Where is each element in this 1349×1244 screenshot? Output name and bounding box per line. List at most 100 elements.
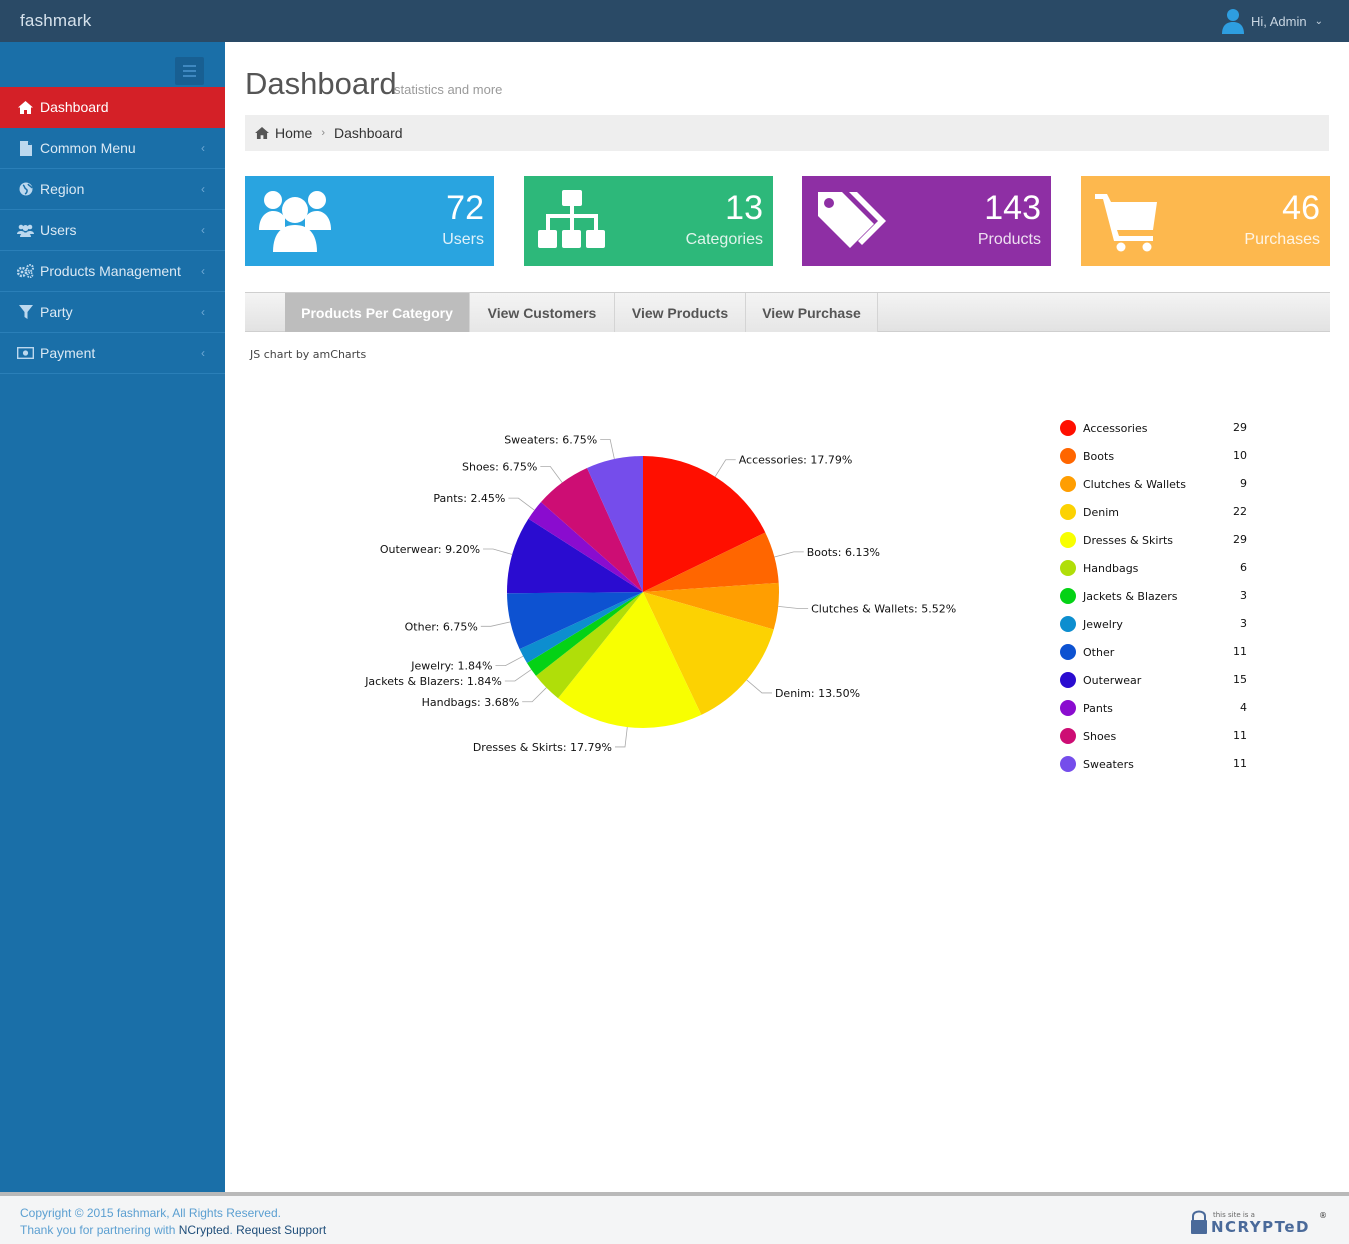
stat-tile-users[interactable]: 72 Users [245, 176, 494, 266]
badge-wordmark: NCRYPTeD [1211, 1218, 1310, 1236]
pie-slice[interactable] [643, 582, 779, 630]
legend-item[interactable]: Accessories 29 [1060, 414, 1260, 442]
pie-slice[interactable] [558, 592, 702, 728]
request-support-link[interactable]: Request Support [236, 1223, 327, 1237]
pie-slice[interactable] [541, 468, 643, 592]
pie-slice[interactable] [643, 592, 774, 715]
legend-item[interactable]: Other 11 [1060, 638, 1260, 666]
legend-marker [1060, 616, 1076, 632]
globe-icon [17, 182, 34, 197]
slice-label: Sweaters: 6.75% [504, 433, 597, 446]
legend-item[interactable]: Dresses & Skirts 29 [1060, 526, 1260, 554]
legend-item[interactable]: Handbags 6 [1060, 554, 1260, 582]
slice-label: Shoes: 6.75% [462, 461, 537, 474]
legend-item[interactable]: Pants 4 [1060, 694, 1260, 722]
pie-slice[interactable] [587, 456, 643, 592]
legend-item[interactable]: Outerwear 15 [1060, 666, 1260, 694]
pie-slice[interactable] [528, 502, 643, 592]
page-subtitle: statistics and more [394, 82, 503, 97]
chevron-left-icon: ‹ [201, 223, 205, 237]
legend-item[interactable]: Sweaters 11 [1060, 750, 1260, 778]
legend-label: Shoes [1083, 729, 1117, 743]
ncrypted-badge[interactable]: this site is a NCRYPTeD ® [1190, 1208, 1330, 1236]
legend-item[interactable]: Shoes 11 [1060, 722, 1260, 750]
sidebar-item-products-management[interactable]: Products Management ‹ [0, 251, 225, 292]
slice-leader-line [600, 439, 615, 460]
sidebar-item-party[interactable]: Party ‹ [0, 292, 225, 333]
stat-tile-purchases[interactable]: 46 Purchases [1081, 176, 1330, 266]
sidebar-item-dashboard[interactable]: Dashboard [0, 87, 225, 128]
thanks-separator: . [229, 1223, 237, 1237]
sidebar-item-label: Users [40, 222, 77, 238]
pie-slice[interactable] [519, 592, 643, 664]
slice-label: Other: 6.75% [405, 620, 478, 633]
slice-label: Outerwear: 9.20% [380, 543, 480, 556]
users-icon [17, 223, 34, 238]
pie-slice[interactable] [643, 456, 766, 592]
legend-item[interactable]: Boots 10 [1060, 442, 1260, 470]
chart-credit-link[interactable]: JS chart by amCharts [250, 348, 367, 361]
legend-label: Boots [1083, 449, 1115, 463]
legend-item[interactable]: Jewelry 3 [1060, 610, 1260, 638]
legend-marker [1060, 448, 1076, 464]
partner-link[interactable]: NCrypted [178, 1223, 230, 1237]
slice-label: Denim: 13.50% [775, 687, 860, 700]
slice-leader-line [522, 687, 547, 703]
stat-tile-categories[interactable]: 13 Categories [524, 176, 773, 266]
pie-slice[interactable] [527, 592, 643, 676]
slice-leader-line [774, 551, 804, 558]
sidebar-item-region[interactable]: Region ‹ [0, 169, 225, 210]
tab-view-customers[interactable]: View Customers [470, 293, 615, 332]
sidebar-nav: Dashboard Common Menu ‹ Region ‹ Users ‹ [0, 87, 225, 374]
legend-marker [1060, 644, 1076, 660]
stat-value: 72 [446, 189, 484, 227]
stat-value: 143 [984, 189, 1041, 227]
breadcrumb-home-link[interactable]: Home [275, 125, 313, 141]
tags-icon [818, 192, 886, 248]
tab-view-purchase[interactable]: View Purchase [746, 293, 878, 332]
user-avatar-icon [1221, 9, 1244, 34]
legend-item[interactable]: Jackets & Blazers 3 [1060, 582, 1260, 610]
slice-label: Jackets & Blazers: 1.84% [364, 675, 502, 688]
legend-item[interactable]: Clutches & Wallets 9 [1060, 470, 1260, 498]
sidebar-toggle-button[interactable] [175, 57, 204, 85]
legend-marker [1060, 700, 1076, 716]
legend-value: 29 [1233, 421, 1247, 434]
user-menu[interactable]: Hi, Admin ⌄ [1221, 7, 1323, 35]
legend-value: 11 [1233, 757, 1247, 770]
legend-label: Jackets & Blazers [1083, 589, 1178, 603]
chevron-left-icon: ‹ [201, 141, 205, 155]
legend-item[interactable]: Denim 22 [1060, 498, 1260, 526]
stat-value: 46 [1282, 189, 1320, 227]
sidebar-item-payment[interactable]: Payment ‹ [0, 333, 225, 374]
users-icon [259, 191, 331, 252]
brand-logo[interactable]: fashmark [20, 11, 92, 30]
tab-products-per-category[interactable]: Products Per Category [285, 293, 470, 332]
pie-slice[interactable] [535, 592, 643, 699]
slice-label: Pants: 2.45% [433, 492, 505, 505]
pie-slice[interactable] [643, 532, 779, 592]
chart-tabs: Products Per Category View Customers Vie… [245, 292, 1330, 332]
legend-value: 11 [1233, 645, 1247, 658]
pie-slice[interactable] [507, 518, 643, 594]
legend-label: Denim [1083, 505, 1119, 519]
slice-leader-line [778, 605, 809, 609]
sidebar: Dashboard Common Menu ‹ Region ‹ Users ‹ [0, 42, 225, 1192]
tab-view-products[interactable]: View Products [615, 293, 746, 332]
slice-label: Clutches & Wallets: 5.52% [811, 603, 956, 616]
breadcrumb: Home › Dashboard [245, 115, 1329, 151]
sidebar-item-label: Products Management [40, 263, 181, 279]
pie-slice[interactable] [507, 592, 643, 650]
sidebar-item-label: Payment [40, 345, 96, 361]
sidebar-item-common-menu[interactable]: Common Menu ‹ [0, 128, 225, 169]
registered-mark: ® [1319, 1211, 1327, 1220]
footer-thanks: Thank you for partnering with NCrypted. … [20, 1223, 326, 1237]
home-icon [17, 100, 34, 115]
slice-label: Dresses & Skirts: 17.79% [473, 741, 612, 754]
sidebar-item-users[interactable]: Users ‹ [0, 210, 225, 251]
sitemap-icon [538, 190, 605, 248]
sidebar-item-label: Region [40, 181, 85, 197]
legend-label: Handbags [1083, 561, 1139, 575]
legend-label: Dresses & Skirts [1083, 533, 1174, 547]
stat-tile-products[interactable]: 143 Products [802, 176, 1051, 266]
